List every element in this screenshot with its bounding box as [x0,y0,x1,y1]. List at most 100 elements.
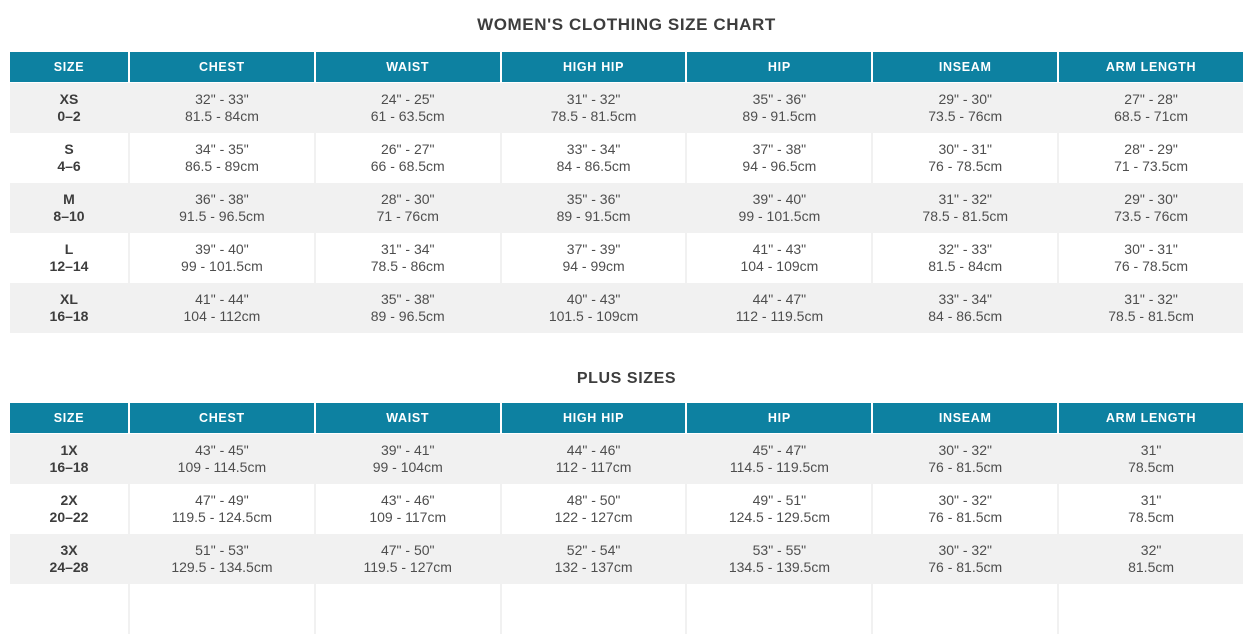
measurement-cm: 104 - 109cm [740,258,819,274]
size-cell: L 12–14 [10,233,128,283]
measurement-inches: 30" - 32" [938,542,992,558]
measurement-cm: 78.5 - 86cm [370,258,445,274]
size-cell: 2X 20–22 [10,484,128,534]
measurement-inches: 39" - 40" [195,241,249,257]
measurement-cell: 35" - 36" 89 - 91.5cm [499,183,686,233]
measurement-cell: 35" - 36" 89 - 91.5cm [685,83,872,133]
measurement-cm: 99 - 101.5cm [738,208,821,224]
empty-cell [10,584,128,634]
empty-cell [499,584,686,634]
measurement-cm: 84 - 86.5cm [928,308,1003,324]
measurement-inches: 33" - 34" [566,141,621,157]
measurement-inches: 30" - 32" [938,442,992,458]
measurement-cell: 37" - 38" 94 - 96.5cm [685,133,872,183]
column-header: INSEAM [871,52,1058,83]
size-label: XL [60,291,78,307]
size-label: M [63,191,75,207]
measurement-cm: 78.5cm [1128,459,1175,475]
measurement-inches: 36" - 38" [195,191,249,207]
measurement-cell: 39" - 40" 99 - 101.5cm [128,233,314,283]
measurement-inches: 26" - 27" [380,141,435,157]
measurement-cell: 34" - 35" 86.5 - 89cm [128,133,314,183]
measurement-cell: 29" - 30" 73.5 - 76cm [1057,183,1243,233]
size-range: 16–18 [49,308,89,324]
measurement-inches: 49" - 51" [752,492,807,508]
measurement-inches: 28" - 30" [380,191,435,207]
measurement-inches: 24" - 25" [380,91,435,107]
plus-sizes-table: SIZE CHEST WAIST HIGH HIP HIP INSEAM ARM LENGT… [10,403,1243,634]
measurement-inches: 31" [1140,442,1162,458]
measurement-inches: 52" - 54" [566,542,621,558]
measurement-inches: 31" - 34" [380,241,435,257]
measurement-cell: 31" 78.5cm [1057,434,1243,484]
measurement-cm: 119.5 - 127cm [363,559,452,575]
measurement-cm: 112 - 119.5cm [735,308,824,324]
size-label: L [64,241,74,257]
measurement-inches: 32" [1140,542,1162,558]
measurement-cell: 28" - 29" 71 - 73.5cm [1057,133,1243,183]
measurement-inches: 34" - 35" [195,141,249,157]
measurement-inches: 33" - 34" [938,291,992,307]
column-header: INSEAM [871,403,1058,434]
measurement-cm: 134.5 - 139.5cm [728,559,830,575]
measurement-inches: 45" - 47" [752,442,807,458]
measurement-inches: 53" - 55" [752,542,807,558]
size-range: 0–2 [57,108,81,124]
measurement-cell: 32" 81.5cm [1057,534,1243,584]
measurement-cm: 84 - 86.5cm [556,158,631,174]
column-header: HIGH HIP [499,52,686,83]
measurement-inches: 41" - 43" [752,241,807,257]
table-row: L 12–14 39" - 40" 99 - 101.5cm 31" - 34" 78.5… [10,233,1243,283]
size-label: 3X [60,542,78,558]
measurement-inches: 30" - 32" [938,492,992,508]
measurement-cell: 44" - 47" 112 - 119.5cm [685,283,872,333]
column-header: WAIST [313,403,500,434]
column-header: ARM LENGTH [1057,403,1243,434]
size-cell: XS 0–2 [10,83,128,133]
measurement-inches: 30" - 31" [938,141,992,157]
measurement-cm: 101.5 - 109cm [548,308,639,324]
empty-cell [1057,584,1243,634]
column-header: HIP [685,52,872,83]
measurement-inches: 40" - 43" [566,291,621,307]
measurement-cell: 43" - 45" 109 - 114.5cm [128,434,314,484]
measurement-inches: 44" - 46" [566,442,621,458]
measurement-inches: 48" - 50" [566,492,621,508]
measurement-cm: 76 - 81.5cm [928,509,1003,525]
measurement-cm: 124.5 - 129.5cm [728,509,830,525]
measurement-cell: 30" - 31" 76 - 78.5cm [1057,233,1243,283]
measurement-cell: 31" - 32" 78.5 - 81.5cm [1057,283,1243,333]
measurement-cell: 44" - 46" 112 - 117cm [499,434,686,484]
measurement-cm: 61 - 63.5cm [370,108,445,124]
column-header: CHEST [128,403,314,434]
column-header: HIP [685,403,872,434]
measurement-inches: 35" - 36" [566,191,621,207]
column-header: ARM LENGTH [1057,52,1243,83]
measurement-inches: 37" - 38" [752,141,807,157]
measurement-inches: 32" - 33" [195,91,249,107]
measurement-cm: 89 - 91.5cm [556,208,631,224]
measurement-cell: 49" - 51" 124.5 - 129.5cm [685,484,872,534]
measurement-cm: 81.5cm [1128,559,1175,575]
empty-cell [313,584,500,634]
measurement-cm: 89 - 91.5cm [742,108,817,124]
measurement-cm: 86.5 - 89cm [184,158,259,174]
measurement-cell: 31" - 32" 78.5 - 81.5cm [871,183,1058,233]
size-cell: M 8–10 [10,183,128,233]
measurement-cell: 24" - 25" 61 - 63.5cm [313,83,500,133]
measurement-cell: 47" - 50" 119.5 - 127cm [313,534,500,584]
measurement-inches: 28" - 29" [1124,141,1178,157]
column-header: HIGH HIP [499,403,686,434]
measurement-cm: 94 - 99cm [562,258,625,274]
measurement-cm: 81.5 - 84cm [928,258,1003,274]
measurement-cell: 30" - 32" 76 - 81.5cm [871,534,1058,584]
size-range: 20–22 [49,509,89,525]
measurement-cm: 78.5 - 81.5cm [1108,308,1194,324]
size-cell: XL 16–18 [10,283,128,333]
header-row: SIZE CHEST WAIST HIGH HIP HIP INSEAM ARM LENGT… [10,52,1243,83]
measurement-inches: 31" [1140,492,1162,508]
empty-cell [685,584,872,634]
size-range: 24–28 [49,559,89,575]
size-range: 12–14 [49,258,89,274]
measurement-cm: 109 - 114.5cm [177,459,267,475]
